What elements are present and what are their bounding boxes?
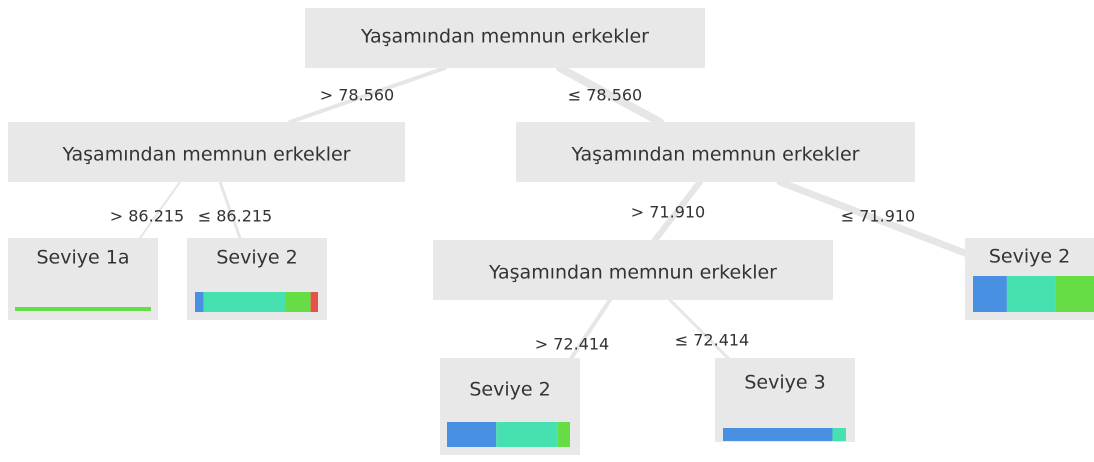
edge bbox=[776, 178, 974, 259]
edge-label: > 86.215 bbox=[110, 207, 184, 226]
edge-label: ≤ 72.414 bbox=[675, 331, 749, 350]
node-box bbox=[8, 122, 405, 182]
edge-label: ≤ 78.560 bbox=[568, 86, 642, 105]
node-label: Yaşamından memnun erkekler bbox=[488, 262, 777, 284]
distribution-segment bbox=[310, 292, 318, 312]
distribution-segment bbox=[195, 292, 204, 312]
distribution-segment bbox=[1006, 276, 1056, 312]
node-label: Seviye 1a bbox=[37, 247, 130, 269]
edge bbox=[652, 179, 703, 243]
distribution-segment bbox=[973, 276, 1007, 312]
node-box bbox=[516, 122, 915, 182]
edge-label: > 71.910 bbox=[631, 203, 705, 222]
edge-label: ≤ 86.215 bbox=[198, 207, 272, 226]
node-label: Yaşamından memnun erkekler bbox=[360, 26, 649, 48]
edges: > 78.560 ≤ 78.560 > 86.215 ≤ 86.215 > 71.910… bbox=[110, 64, 974, 377]
nodes: Yaşamından memnun erkekler Yaşamından mem… bbox=[8, 8, 1094, 455]
edge-label: > 78.560 bbox=[320, 86, 394, 105]
edge bbox=[218, 180, 242, 240]
node-label: Yaşamından memnun erkekler bbox=[62, 144, 351, 166]
node-label: Seviye 2 bbox=[469, 379, 550, 401]
node-label: Seviye 3 bbox=[744, 372, 825, 394]
node-label: Yaşamından memnun erkekler bbox=[571, 144, 860, 166]
distribution-segment bbox=[723, 428, 833, 441]
edge-label: > 72.414 bbox=[535, 335, 609, 354]
distribution-segment bbox=[832, 428, 846, 441]
edge-label: ≤ 71.910 bbox=[841, 207, 915, 226]
node-label: Seviye 2 bbox=[989, 246, 1070, 268]
edge bbox=[139, 181, 181, 239]
distribution-segment bbox=[557, 422, 570, 447]
node-box bbox=[305, 8, 705, 68]
node-label: Seviye 2 bbox=[216, 247, 297, 269]
node-box bbox=[433, 240, 833, 300]
distribution-segment bbox=[15, 307, 151, 311]
edge bbox=[288, 66, 447, 124]
edge bbox=[556, 64, 664, 126]
distribution-segment bbox=[1055, 276, 1094, 312]
distribution-segment bbox=[286, 292, 311, 312]
distribution-segment bbox=[447, 422, 497, 447]
distribution-segment bbox=[203, 292, 287, 312]
node-box bbox=[8, 238, 158, 320]
distribution-segment bbox=[496, 422, 558, 447]
